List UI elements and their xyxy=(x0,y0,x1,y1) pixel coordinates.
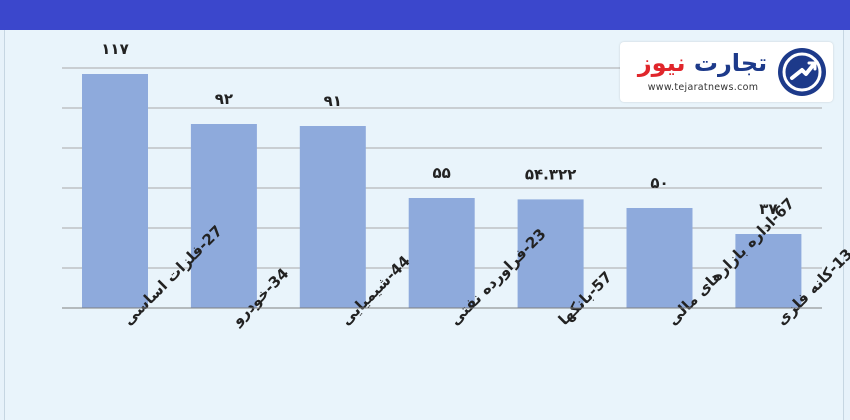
logo-emblem-icon xyxy=(778,48,826,96)
logo-word-tejarat: تجارت xyxy=(693,49,768,77)
value-label-6: ۵۰ xyxy=(650,174,668,192)
value-label-5: ۵۴.۳۲۲ xyxy=(525,165,576,183)
bar-2 xyxy=(190,124,257,308)
value-label-4: ۵۵ xyxy=(433,164,451,182)
value-label-2: ۹۲ xyxy=(215,90,233,108)
bar-6 xyxy=(626,208,693,308)
value-labels: ۱۱۷ ۹۲ ۹۱ ۵۵ ۵۴.۳۲۲ ۵۰ ۳۷ xyxy=(101,40,777,218)
bar-3 xyxy=(299,126,366,308)
bar-5 xyxy=(517,199,584,308)
logo-word-news: نیوز xyxy=(637,49,686,77)
value-label-3: ۹۱ xyxy=(324,92,342,110)
logo-url: www.tejaratnews.com xyxy=(647,82,759,93)
logo-text: تجارت نیوز xyxy=(630,49,775,77)
bar-1 xyxy=(82,74,148,308)
value-label-1: ۱۱۷ xyxy=(101,40,128,58)
bar-7 xyxy=(735,234,802,308)
value-label-7: ۳۷ xyxy=(759,200,777,218)
bar-4 xyxy=(408,198,475,308)
bars xyxy=(82,74,802,308)
brand-logo: تجارت نیوز www.tejaratnews.com xyxy=(620,42,833,102)
header-band xyxy=(0,0,850,30)
